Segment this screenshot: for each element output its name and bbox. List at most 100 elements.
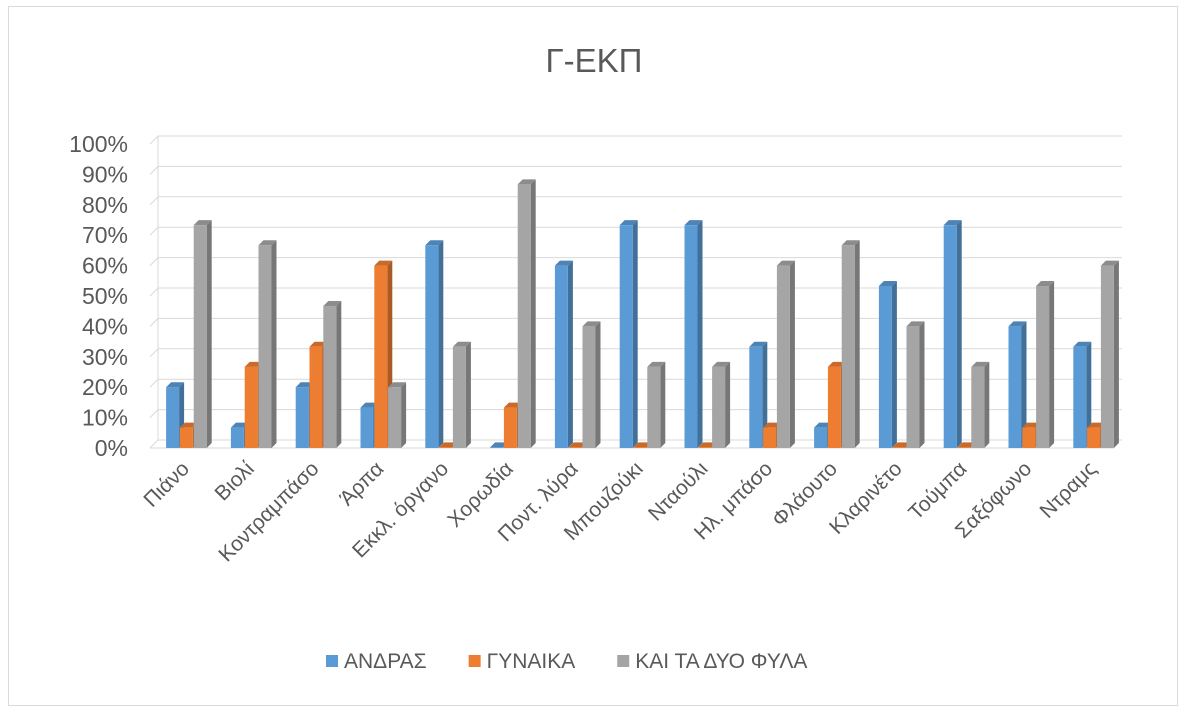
bar-front [749,346,763,448]
bar-front [1036,285,1050,448]
bar-top [776,260,795,266]
bar-top [906,321,925,327]
bar-top [166,382,185,388]
gridline-diagonal [149,226,159,236]
bar-top [309,341,328,347]
legend-item: ΑΝΔΡΑΣ [326,650,427,673]
bar-top [1087,422,1106,428]
bar [323,301,342,448]
bar [425,240,444,448]
bar-front [712,366,726,448]
bar [1008,321,1027,448]
bar-front [1100,265,1114,448]
bar-top [295,382,314,388]
bar [776,260,795,448]
bar-top [698,442,717,448]
bar-top [258,240,277,246]
bar-side [595,321,601,448]
bar [1036,280,1055,448]
bar-front [258,245,272,448]
bar-front [193,225,207,448]
bars [166,179,1119,448]
legend-item: ΚΑΙ ΤΑ ΔΥΟ ΦΥΛΑ [617,650,807,673]
bar-top [763,422,782,428]
bar-top [1022,422,1041,428]
bar [554,260,573,448]
bar-top [568,442,587,448]
bar-side [438,240,444,448]
bar-side [206,220,212,448]
bar [619,220,638,448]
bar-side [271,240,277,448]
bar-front [490,447,504,448]
bar-front [814,427,828,448]
bar-front [295,387,309,448]
legend-swatch [326,655,338,667]
bar-top [230,422,249,428]
bar-side [336,301,342,448]
y-tick-label: 20% [82,374,128,400]
bar-top [633,442,652,448]
y-tick-label: 10% [82,405,128,431]
y-tick-label: 0% [95,435,128,461]
bar-front [763,427,777,448]
bar-side [1021,321,1027,448]
bar [452,341,471,448]
bar [517,179,536,448]
bar-top [971,361,990,367]
bar-front [517,184,531,448]
bar-front [452,346,466,448]
bar-side [697,220,703,448]
bar [1073,341,1092,448]
bar-top [193,220,212,226]
bar-front [827,366,841,448]
bar-top [323,301,342,307]
legend-swatch [617,655,630,667]
bar-top [425,240,444,246]
bar-front [633,447,647,448]
bar [971,361,990,448]
bar-front [878,285,892,448]
y-tick-label: 100% [69,131,128,157]
x-tick-label: Τούμπα [904,457,971,524]
bar-front [554,265,568,448]
bar-front [698,447,712,448]
gridline-diagonal [149,318,159,327]
legend-swatch [468,655,481,667]
bar-top [179,422,198,428]
bar [906,321,925,448]
bar-top [452,341,471,347]
bar-top [503,402,522,408]
y-tick-label: 70% [82,222,128,248]
bar [582,321,601,448]
bar-side [891,280,897,448]
bar [878,280,897,448]
bar-front [425,245,439,448]
bar [193,220,212,448]
bar-top [1100,260,1119,266]
bar-top [957,442,976,448]
bar-front [684,225,698,448]
bar-front [1087,427,1101,448]
bar-side [725,361,731,448]
bar-top [619,220,638,226]
bar-top [841,240,860,246]
bar-side [919,321,925,448]
bar-top [878,280,897,286]
bar-front [582,326,596,448]
bar [258,240,277,448]
bar-top [439,442,458,448]
legend-label: ΑΝΔΡΑΣ [344,650,427,673]
legend-item: ΓΥΝΑΙΚΑ [468,650,576,673]
legend-label: ΚΑΙ ΤΑ ΔΥΟ ΦΥΛΑ [635,650,807,673]
bar-side [401,382,407,448]
gridline-diagonal [149,378,159,388]
bar-side [567,260,573,448]
legend-label: ΓΥΝΑΙΚΑ [487,650,576,673]
bar-side [1049,280,1055,448]
bar [388,382,407,448]
bar-front [230,427,244,448]
bar-top [554,260,573,266]
